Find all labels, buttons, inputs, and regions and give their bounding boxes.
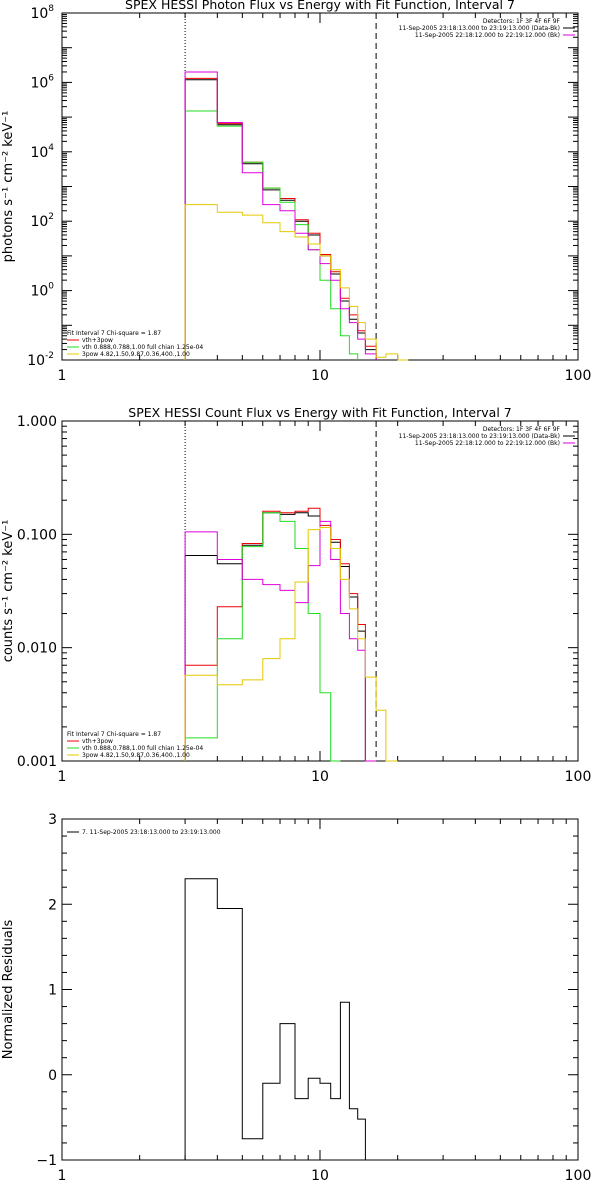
series-line-black xyxy=(184,512,366,761)
y-tick-label: 104 xyxy=(30,143,54,161)
legend-text: Fit Interval 7 Chi-square = 1.87 xyxy=(67,330,161,337)
y-tick-label: 106 xyxy=(30,73,54,91)
y-tick-label: 0 xyxy=(48,1068,57,1084)
header-text: 11-Sep-2005 22:18:12.000 to 22:19:12.000… xyxy=(415,32,560,39)
y-tick-label: 100 xyxy=(30,282,54,300)
legend-text: 7. 11-Sep-2005 23:18:13.000 to 23:19:13.… xyxy=(82,829,221,836)
chart-title: SPEX HESSI Photon Flux vs Energy with Fi… xyxy=(125,0,515,12)
y-tick-label: 2 xyxy=(48,897,57,913)
legend-text: vth 0.888,0.788,1.00 full chian 1.25e-04 xyxy=(82,344,203,351)
y-tick-label: 102 xyxy=(30,212,54,230)
series-line-green xyxy=(184,110,359,360)
series-line-yellow xyxy=(184,527,398,762)
x-tick-label: 100 xyxy=(565,368,592,384)
legend-text: vth+3pow xyxy=(82,337,113,344)
header-text: Detectors: 1F 3F 4F 6F 9F xyxy=(483,426,561,433)
y-tick-label: −1 xyxy=(36,1153,57,1169)
header-text: 11-Sep-2005 22:18:12.000 to 22:19:12.000… xyxy=(415,440,560,447)
y-tick-exponent: -2 xyxy=(45,351,54,361)
plot-frame xyxy=(61,420,579,762)
plot-frame xyxy=(61,818,579,1161)
header-text: 11-Sep-2005 23:18:13.000 to 23:19:13.000… xyxy=(399,25,560,32)
y-tick-label: 3 xyxy=(48,812,57,828)
x-tick-label: 1 xyxy=(58,1168,67,1184)
chart-title: SPEX HESSI Count Flux vs Energy with Fit… xyxy=(128,405,511,420)
y-tick-label: 0.010 xyxy=(17,641,57,657)
plot-frame xyxy=(61,12,579,361)
x-tick-label: 10 xyxy=(311,1168,329,1184)
series-line-black xyxy=(184,878,366,1160)
series-line-red xyxy=(184,507,366,761)
y-tick-base: 10 xyxy=(30,6,48,22)
legend-text: Fit Interval 7 Chi-square = 1.87 xyxy=(67,731,161,738)
y-axis-label: counts s⁻¹ cm⁻² keV⁻¹ xyxy=(1,520,16,663)
legend-text: 3pow 4.82,1.50,9.87,0.36,400.,1.00 xyxy=(82,351,190,358)
x-tick-label: 1 xyxy=(58,769,67,785)
y-tick-exponent: 2 xyxy=(48,212,54,222)
legend-text: vth+3pow xyxy=(82,738,113,745)
chart-panel-1: SPEX HESSI Photon Flux vs Energy with Fi… xyxy=(1,0,591,384)
series-line-black xyxy=(184,79,377,360)
y-tick-exponent: 6 xyxy=(48,73,54,83)
y-tick-base: 10 xyxy=(27,353,45,369)
y-tick-label: 10-2 xyxy=(27,351,54,369)
x-tick-label: 10 xyxy=(311,368,329,384)
series-line-yellow xyxy=(184,204,409,361)
chart-panel-3: 1 10 100 −1 0 1 2 3 Normalized Residuals 7. 11-Se… xyxy=(1,812,591,1184)
y-tick-base: 10 xyxy=(30,75,48,91)
y-tick-label: 1 xyxy=(48,983,57,999)
y-tick-label: 1.000 xyxy=(17,414,57,430)
y-tick-exponent: 8 xyxy=(48,4,54,14)
series-line-magenta xyxy=(184,520,377,762)
series-line-red xyxy=(184,77,377,360)
y-tick-base: 10 xyxy=(30,284,48,300)
series-line-green xyxy=(184,512,341,762)
y-tick-label: 0.001 xyxy=(17,754,57,770)
legend-text: 3pow 4.82,1.50,9.87,0.36,400.,1.00 xyxy=(82,752,190,759)
x-tick-label: 1 xyxy=(58,368,67,384)
y-tick-base: 10 xyxy=(30,214,48,230)
legend-text: vth 0.888,0.788,1.00 full chian 1.25e-04 xyxy=(82,745,203,752)
x-tick-label: 100 xyxy=(565,769,592,785)
series-line-magenta xyxy=(184,71,377,360)
y-axis-label: photons s⁻¹ cm⁻² keV⁻¹ xyxy=(1,111,16,263)
y-axis-label: Normalized Residuals xyxy=(1,920,16,1060)
y-tick-exponent: 0 xyxy=(48,282,54,292)
y-tick-label: 0.100 xyxy=(17,527,57,543)
header-text: Detectors: 1F 3F 4F 6F 9F xyxy=(483,18,561,25)
y-tick-base: 10 xyxy=(30,145,48,161)
chart-panel-2: SPEX HESSI Count Flux vs Energy with Fit… xyxy=(1,405,591,785)
x-tick-label: 10 xyxy=(311,769,329,785)
x-tick-label: 100 xyxy=(565,1168,592,1184)
y-tick-label: 108 xyxy=(30,4,54,22)
header-text: 11-Sep-2005 23:18:13.000 to 23:19:13.000… xyxy=(399,433,560,440)
y-tick-exponent: 4 xyxy=(48,143,54,153)
